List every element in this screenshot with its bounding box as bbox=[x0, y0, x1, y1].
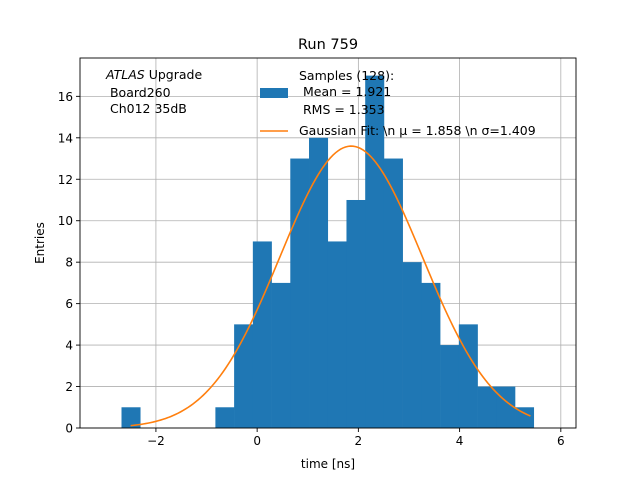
x-tick-label: 4 bbox=[456, 434, 464, 448]
histogram-bar bbox=[271, 282, 291, 428]
histogram-bar bbox=[252, 241, 272, 428]
histogram-bar bbox=[215, 407, 235, 428]
histogram-bar bbox=[402, 262, 422, 428]
y-tick-label: 10 bbox=[58, 214, 73, 228]
histogram-bar bbox=[496, 386, 516, 428]
histogram-bar bbox=[234, 324, 254, 428]
atlas-label: ATLAS bbox=[105, 67, 145, 82]
histogram-bar bbox=[121, 407, 141, 428]
histogram-bar bbox=[383, 158, 403, 428]
histogram-bar bbox=[458, 324, 478, 428]
y-axis-ticks: 0 2 4 6 8 10 12 14 16 bbox=[58, 90, 80, 436]
annotation-line-1: ATLAS Upgrade bbox=[105, 67, 202, 82]
plot-frame bbox=[79, 57, 577, 429]
y-tick-label: 16 bbox=[58, 90, 73, 104]
legend-bar-swatch bbox=[260, 88, 288, 98]
x-tick-label: 2 bbox=[355, 434, 363, 448]
legend-samples-line-1: Samples (128): bbox=[299, 68, 394, 83]
y-tick-label: 0 bbox=[65, 422, 73, 436]
upgrade-label: Upgrade bbox=[145, 67, 203, 82]
y-tick-label: 4 bbox=[65, 339, 73, 353]
histogram-bar bbox=[365, 75, 385, 428]
y-tick-label: 6 bbox=[65, 297, 73, 311]
atlas-annotation: ATLAS Upgrade Board260 Ch012 35dB bbox=[105, 67, 202, 116]
x-tick-label: −2 bbox=[147, 434, 165, 448]
histogram-bar bbox=[515, 407, 535, 428]
y-tick-label: 12 bbox=[58, 173, 73, 187]
histogram-bar bbox=[477, 386, 497, 428]
x-axis-label: time [ns] bbox=[301, 457, 355, 471]
x-tick-label: 6 bbox=[557, 434, 565, 448]
histogram-bar bbox=[440, 345, 460, 428]
annotation-board: Board260 bbox=[106, 85, 171, 100]
x-tick-label: 0 bbox=[253, 434, 261, 448]
legend-samples-line-2: Mean = 1.921 bbox=[299, 84, 391, 99]
legend: Samples (128): Mean = 1.921 RMS = 1.353 … bbox=[260, 68, 536, 138]
y-tick-label: 14 bbox=[58, 131, 73, 145]
x-axis-ticks: −2 0 2 4 6 bbox=[147, 428, 565, 448]
histogram-bar bbox=[346, 199, 366, 428]
chart-title: Run 759 bbox=[298, 37, 358, 53]
y-axis-label: Entries bbox=[33, 222, 47, 264]
annotation-channel: Ch012 35dB bbox=[106, 101, 187, 116]
histogram-bar bbox=[327, 241, 347, 428]
y-tick-label: 8 bbox=[65, 256, 73, 270]
fit-layer bbox=[130, 145, 531, 427]
y-tick-label: 2 bbox=[65, 380, 73, 394]
histogram-bar bbox=[290, 158, 310, 428]
gaussian-fit-curve bbox=[130, 145, 531, 427]
legend-fit-label: Gaussian Fit: \n μ = 1.858 \n σ=1.409 bbox=[299, 123, 536, 138]
histogram-bar bbox=[309, 137, 329, 428]
legend-samples-line-3: RMS = 1.353 bbox=[299, 102, 385, 117]
histogram-bar bbox=[421, 282, 441, 428]
